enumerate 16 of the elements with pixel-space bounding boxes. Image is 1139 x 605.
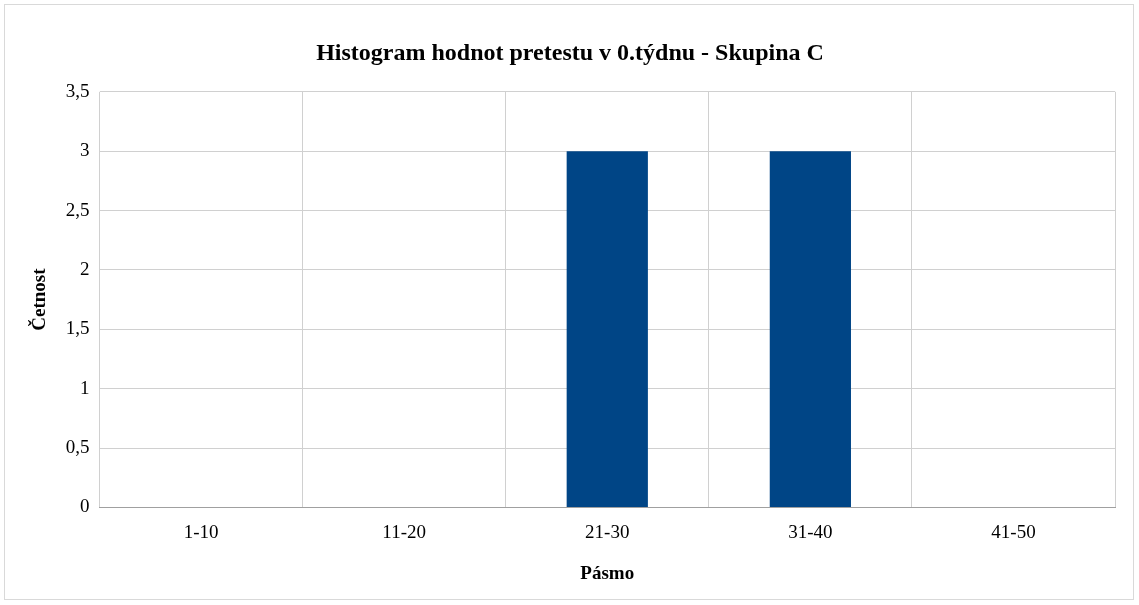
- y-tick-label: 1,5: [65, 317, 90, 339]
- y-tick-label: 3: [80, 139, 90, 161]
- y-tick-label: 2,5: [65, 198, 90, 220]
- x-tick-label: 21-30: [585, 520, 630, 542]
- y-tick-label: 3,5: [65, 79, 90, 101]
- x-tick-label: 41-50: [991, 520, 1036, 542]
- x-tick-label: 1-10: [183, 520, 219, 542]
- x-tick-label: 31-40: [788, 520, 833, 542]
- x-tick-label: 11-20: [382, 520, 426, 542]
- y-tick-label: 1: [80, 376, 90, 398]
- y-tick-label: 2: [80, 257, 90, 279]
- y-tick-label: 0,5: [65, 436, 90, 458]
- y-tick-label: 0: [80, 495, 90, 517]
- x-axis-title: Pásmo: [580, 561, 635, 583]
- y-axis-title: Četnost: [28, 267, 50, 331]
- chart-title: Histogram hodnot pretestu v 0.týdnu - Skupina C: [316, 38, 824, 65]
